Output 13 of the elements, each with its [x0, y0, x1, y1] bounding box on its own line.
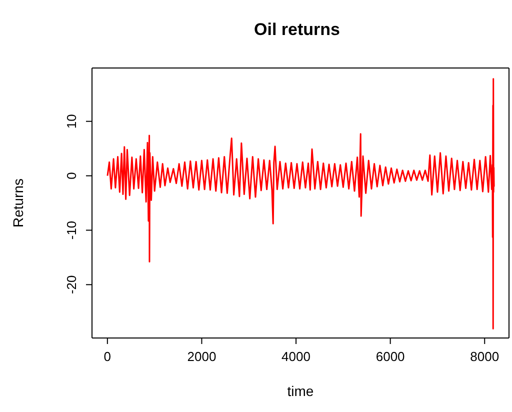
x-tick-label: 2000: [187, 349, 216, 364]
y-tick-label: -20: [64, 275, 79, 294]
y-tick-label: 0: [64, 172, 79, 180]
line-series: [106, 78, 495, 330]
x-tick-label: 0: [104, 349, 112, 364]
y-tick-label: 10: [64, 114, 79, 129]
y-tick-label: -10: [64, 220, 79, 240]
x-tick-label: 8000: [470, 349, 500, 364]
y-axis-title: Returns: [10, 178, 26, 228]
x-axis-title: time: [287, 383, 314, 399]
chart-title: Oil returns: [253, 20, 341, 40]
x-tick-label: 6000: [376, 349, 405, 364]
x-tick-label: 4000: [282, 349, 310, 364]
